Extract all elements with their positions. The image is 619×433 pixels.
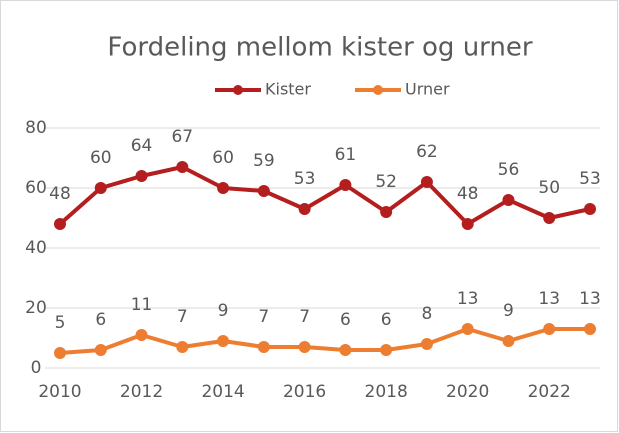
data-label: 53 — [579, 169, 601, 189]
point — [176, 341, 189, 353]
point — [54, 347, 66, 359]
data-label: 8 — [422, 304, 433, 324]
series-line — [58, 165, 591, 226]
data-label: 59 — [253, 151, 275, 171]
point — [420, 338, 433, 350]
chart-title: Fordeling mellom kister og urner — [107, 33, 532, 63]
data-label: 61 — [335, 145, 357, 165]
point — [135, 170, 148, 182]
point — [502, 335, 515, 347]
data-label: 9 — [503, 301, 514, 321]
data-label: 62 — [416, 142, 438, 162]
data-label: 13 — [579, 289, 601, 309]
y-tick-label: 0 — [31, 358, 42, 378]
data-label: 60 — [90, 148, 112, 168]
data-label: 64 — [131, 136, 153, 156]
point — [94, 344, 107, 356]
point — [380, 206, 393, 218]
y-tick-label: 40 — [25, 238, 47, 258]
point — [339, 344, 352, 356]
point — [380, 344, 393, 356]
point — [257, 185, 270, 197]
x-tick-label: 2020 — [446, 382, 489, 402]
series-line — [59, 327, 590, 355]
point — [461, 218, 474, 230]
point — [298, 341, 311, 353]
point — [94, 182, 107, 194]
point — [298, 203, 311, 215]
data-label: 13 — [538, 289, 560, 309]
point — [420, 176, 433, 188]
data-label: 13 — [457, 289, 479, 309]
data-label: 6 — [340, 310, 351, 330]
x-tick-label: 2016 — [283, 382, 326, 402]
point — [257, 341, 270, 353]
data-label: 7 — [299, 307, 310, 327]
point — [217, 335, 230, 347]
point — [584, 203, 596, 215]
data-label: 52 — [375, 172, 397, 192]
point — [339, 179, 352, 191]
legend-label: Kister — [265, 80, 311, 99]
data-label: 7 — [177, 307, 188, 327]
point — [502, 194, 515, 206]
y-tick-label: 20 — [25, 298, 47, 318]
data-label: 67 — [171, 127, 193, 147]
data-label: 6 — [95, 310, 106, 330]
x-tick-label: 2014 — [201, 382, 244, 402]
x-tick-label: 2018 — [365, 382, 408, 402]
x-tick-label: 2010 — [38, 382, 81, 402]
legend-marker — [233, 85, 243, 95]
data-label: 50 — [538, 178, 560, 198]
data-label: 60 — [212, 148, 234, 168]
x-tick-label: 2022 — [528, 382, 571, 402]
data-label: 9 — [218, 301, 229, 321]
y-tick-label: 80 — [25, 118, 47, 138]
x-tick-label: 2012 — [120, 382, 163, 402]
data-label: 56 — [498, 160, 520, 180]
point — [135, 329, 148, 341]
y-tick-label: 60 — [25, 178, 47, 198]
point — [176, 161, 189, 173]
point — [543, 212, 556, 224]
legend-marker — [373, 85, 383, 95]
point — [217, 182, 230, 194]
point — [461, 323, 474, 335]
data-label: 11 — [131, 295, 153, 315]
legend-label: Urner — [405, 80, 450, 99]
data-label: 7 — [258, 307, 269, 327]
data-label: 5 — [55, 313, 66, 333]
data-label: 53 — [294, 169, 316, 189]
point — [543, 323, 556, 335]
point — [584, 323, 596, 335]
data-label: 48 — [49, 184, 71, 204]
data-label: 48 — [457, 184, 479, 204]
point — [54, 218, 66, 230]
data-label: 6 — [381, 310, 392, 330]
